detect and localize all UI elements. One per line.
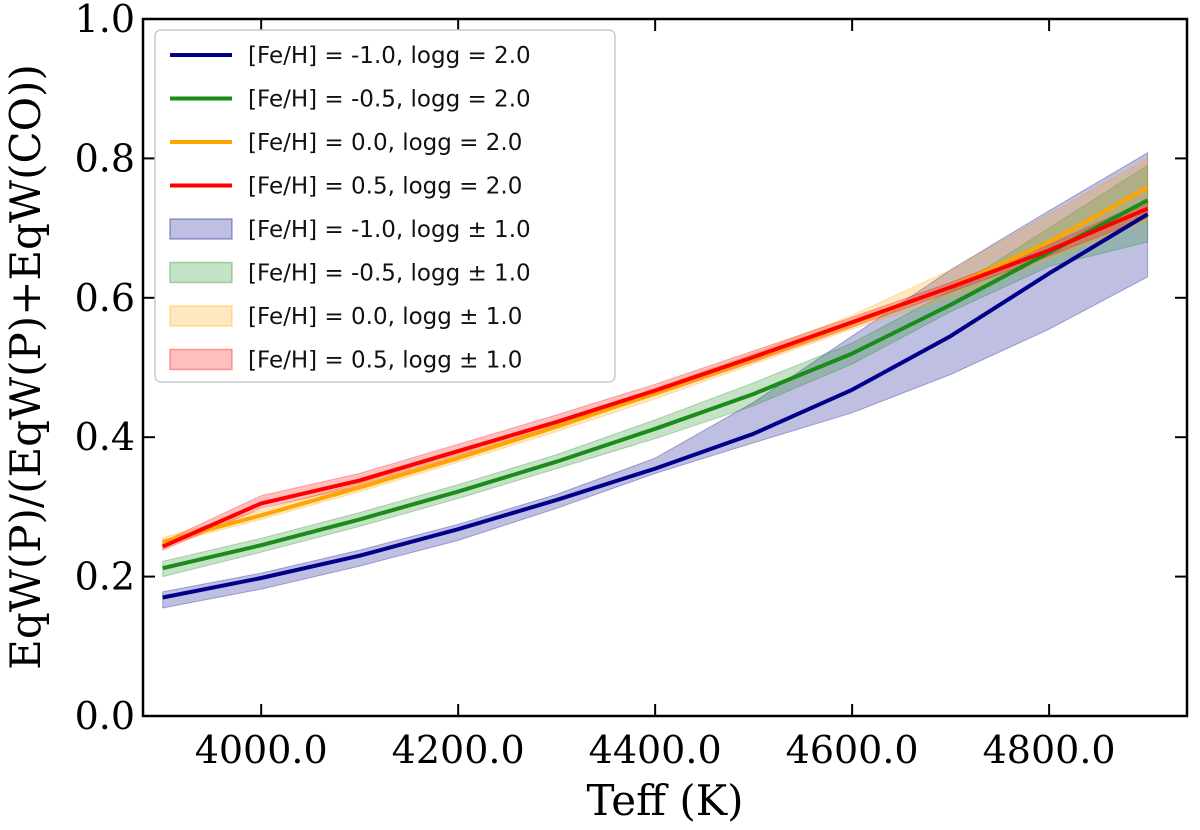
series-lines xyxy=(161,185,1149,600)
legend-entry-feh-0.5-logg-1.0: [Fe/H] = -0.5, logg ± 1.0 xyxy=(169,261,531,287)
legend-frame xyxy=(154,29,616,383)
series-line-1 xyxy=(162,198,1149,571)
legend-label: [Fe/H] = -1.0, logg ± 1.0 xyxy=(248,217,531,243)
legend-band-swatch xyxy=(169,261,233,284)
y-tick-label: 0.2 xyxy=(75,555,135,599)
legend-entry-feh-0.5-logg-2.0: [Fe/H] = 0.5, logg = 2.0 xyxy=(170,174,522,200)
legend-band-swatch xyxy=(169,305,233,327)
y-tick-label: 0.0 xyxy=(75,694,135,738)
legend-label: [Fe/H] = -0.5, logg = 2.0 xyxy=(248,87,531,113)
x-axis-label: Teff (K) xyxy=(587,776,744,825)
legend-band-swatch xyxy=(169,218,233,240)
series-line-2 xyxy=(162,185,1149,544)
y-axis-label: EqW(P)/(EqW(P)+EqW(CO)) xyxy=(1,64,50,670)
x-tick-label: 4000.0 xyxy=(195,728,328,772)
legend-entry-feh-1.0-logg-1.0: [Fe/H] = -1.0, logg ± 1.0 xyxy=(169,217,531,243)
legend-entry-feh-0.0-logg-1.0: [Fe/H] = 0.0, logg ± 1.0 xyxy=(169,304,522,330)
series-line-0 xyxy=(162,212,1149,600)
legend-entry-feh-0.5-logg-2.0: [Fe/H] = -0.5, logg = 2.0 xyxy=(170,87,531,113)
y-tick-labels: 0.0 0.2 0.4 0.6 0.8 1.0 xyxy=(75,0,135,738)
legend: [Fe/H] = -1.0, logg = 2.0 [Fe/H] = -0.5, … xyxy=(154,29,616,383)
y-tick-label: 0.6 xyxy=(75,276,135,320)
x-tick-label: 4200.0 xyxy=(392,728,525,772)
legend-entry-feh-0.0-logg-2.0: [Fe/H] = 0.0, logg = 2.0 xyxy=(170,130,522,156)
series-line-3 xyxy=(161,206,1149,549)
legend-entry-feh-0.5-logg-1.0: [Fe/H] = 0.5, logg ± 1.0 xyxy=(169,348,522,374)
legend-entries: [Fe/H] = -1.0, logg = 2.0 [Fe/H] = -0.5, … xyxy=(169,43,531,374)
legend-label: [Fe/H] = -1.0, logg = 2.0 xyxy=(248,43,531,69)
y-tick-label: 0.4 xyxy=(75,415,135,459)
legend-label: [Fe/H] = 0.0, logg ± 1.0 xyxy=(248,304,522,330)
x-tick-labels: 4000.0 4200.0 4400.0 4600.0 4800.0 xyxy=(195,728,1116,772)
plot-frame xyxy=(141,17,1189,718)
legend-label: [Fe/H] = 0.0, logg = 2.0 xyxy=(248,130,522,156)
legend-band-swatch xyxy=(169,348,233,371)
band-1 xyxy=(162,164,1149,578)
legend-label: [Fe/H] = -0.5, logg ± 1.0 xyxy=(248,261,531,287)
y-tick-label: 1.0 xyxy=(75,0,135,41)
legend-entry-feh-1.0-logg-2.0: [Fe/H] = -1.0, logg = 2.0 xyxy=(170,43,531,69)
x-tick-label: 4800.0 xyxy=(983,728,1116,772)
x-tick-label: 4600.0 xyxy=(786,728,919,772)
x-tick-label: 4400.0 xyxy=(589,728,722,772)
legend-label: [Fe/H] = 0.5, logg = 2.0 xyxy=(248,174,522,200)
legend-label: [Fe/H] = 0.5, logg ± 1.0 xyxy=(248,348,522,374)
band-0 xyxy=(162,151,1149,609)
axis-ticks xyxy=(143,18,1187,717)
y-tick-label: 0.8 xyxy=(75,136,135,180)
